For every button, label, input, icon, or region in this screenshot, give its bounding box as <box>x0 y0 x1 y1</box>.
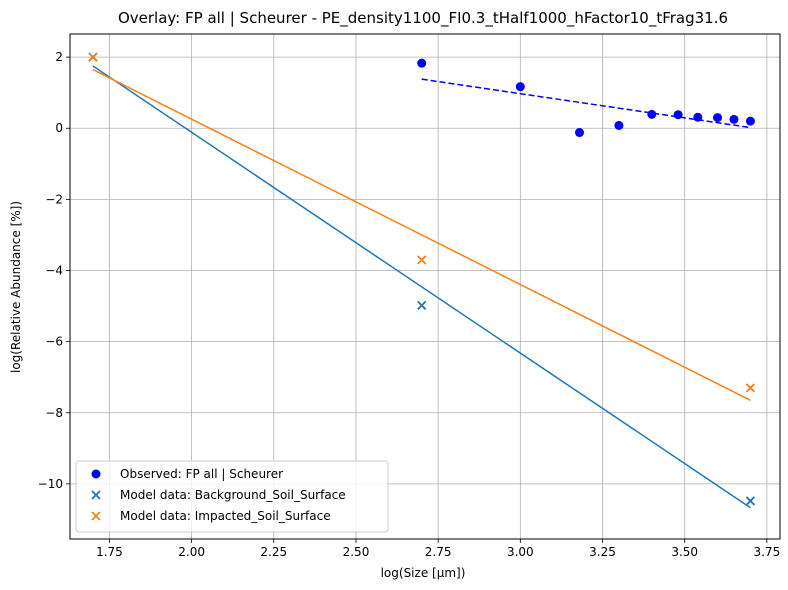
legend-marker-0 <box>91 469 101 479</box>
marker-stroke <box>417 300 427 310</box>
y-tick-label: 2 <box>55 50 63 64</box>
legend: Observed: FP all | Scheurer Model data: B… <box>75 460 389 533</box>
x-tick-label: 1.75 <box>96 545 123 559</box>
legend-marker-1 <box>91 490 101 500</box>
y-axis-label: log(Relative Abundance [%]) <box>9 201 23 373</box>
marker-stroke <box>745 383 756 393</box>
fit-line-series-0 <box>421 78 751 129</box>
fit-line-series-2 <box>92 68 751 401</box>
x-axis-label: log(Size [μm]) <box>381 566 466 580</box>
legend-label-1: Model data: Background_Soil_Surface <box>120 488 346 502</box>
data-point-series-0 <box>515 82 525 92</box>
legend-box <box>75 460 389 533</box>
legend-label-2: Model data: Impacted_Soil_Surface <box>120 509 331 523</box>
x-tick-label: 3.75 <box>753 545 780 559</box>
x-tick-label: 2.50 <box>343 545 370 559</box>
y-tick-label: −4 <box>45 263 63 277</box>
data-point-series-0 <box>574 128 584 138</box>
data-point-series-2 <box>88 52 98 62</box>
legend-marker-2 <box>91 511 101 521</box>
marker-stroke <box>91 490 101 500</box>
y-tick-label: −8 <box>45 406 63 420</box>
data-point-series-0 <box>614 120 624 130</box>
x-tick-label: 2.25 <box>260 545 287 559</box>
data-point-series-1 <box>417 300 427 310</box>
marker-stroke <box>417 255 427 265</box>
x-tick-label: 2.00 <box>178 545 205 559</box>
x-tick-label: 2.75 <box>425 545 452 559</box>
data-point-series-0 <box>729 114 739 124</box>
marker-stroke <box>91 511 101 521</box>
data-point-series-0 <box>673 110 683 120</box>
plot-frame <box>69 33 781 540</box>
fit-line-series-1 <box>92 65 751 509</box>
data-point-series-1 <box>745 496 756 506</box>
marker-stroke <box>88 52 98 62</box>
data-point-series-0 <box>745 116 755 126</box>
data-point-series-2 <box>417 255 427 265</box>
x-tick-label: 3.50 <box>671 545 698 559</box>
data-point-series-0 <box>693 112 703 122</box>
y-tick-label: −10 <box>38 477 63 491</box>
y-tick-label: −2 <box>45 192 63 206</box>
y-tick-label: −6 <box>45 335 63 349</box>
data-point-series-2 <box>745 383 756 393</box>
data-point-series-0 <box>713 113 723 123</box>
fit-lines <box>92 65 751 509</box>
x-tick-label: 3.00 <box>507 545 534 559</box>
y-tick-label: 0 <box>55 121 63 135</box>
grid <box>70 34 780 539</box>
axis-ticks: 1.75 2.00 2.25 2.50 2.75 3.00 3.25 3.50 3.75 2 0 −2… <box>38 50 781 559</box>
data-point-series-0 <box>417 58 427 68</box>
chart-title: Overlay: FP all | Scheurer - PE_density1… <box>118 9 728 28</box>
data-point-series-0 <box>647 109 657 119</box>
data-points <box>88 52 756 506</box>
marker-stroke <box>745 496 756 506</box>
legend-label-0: Observed: FP all | Scheurer <box>120 467 283 481</box>
x-tick-label: 3.25 <box>589 545 616 559</box>
